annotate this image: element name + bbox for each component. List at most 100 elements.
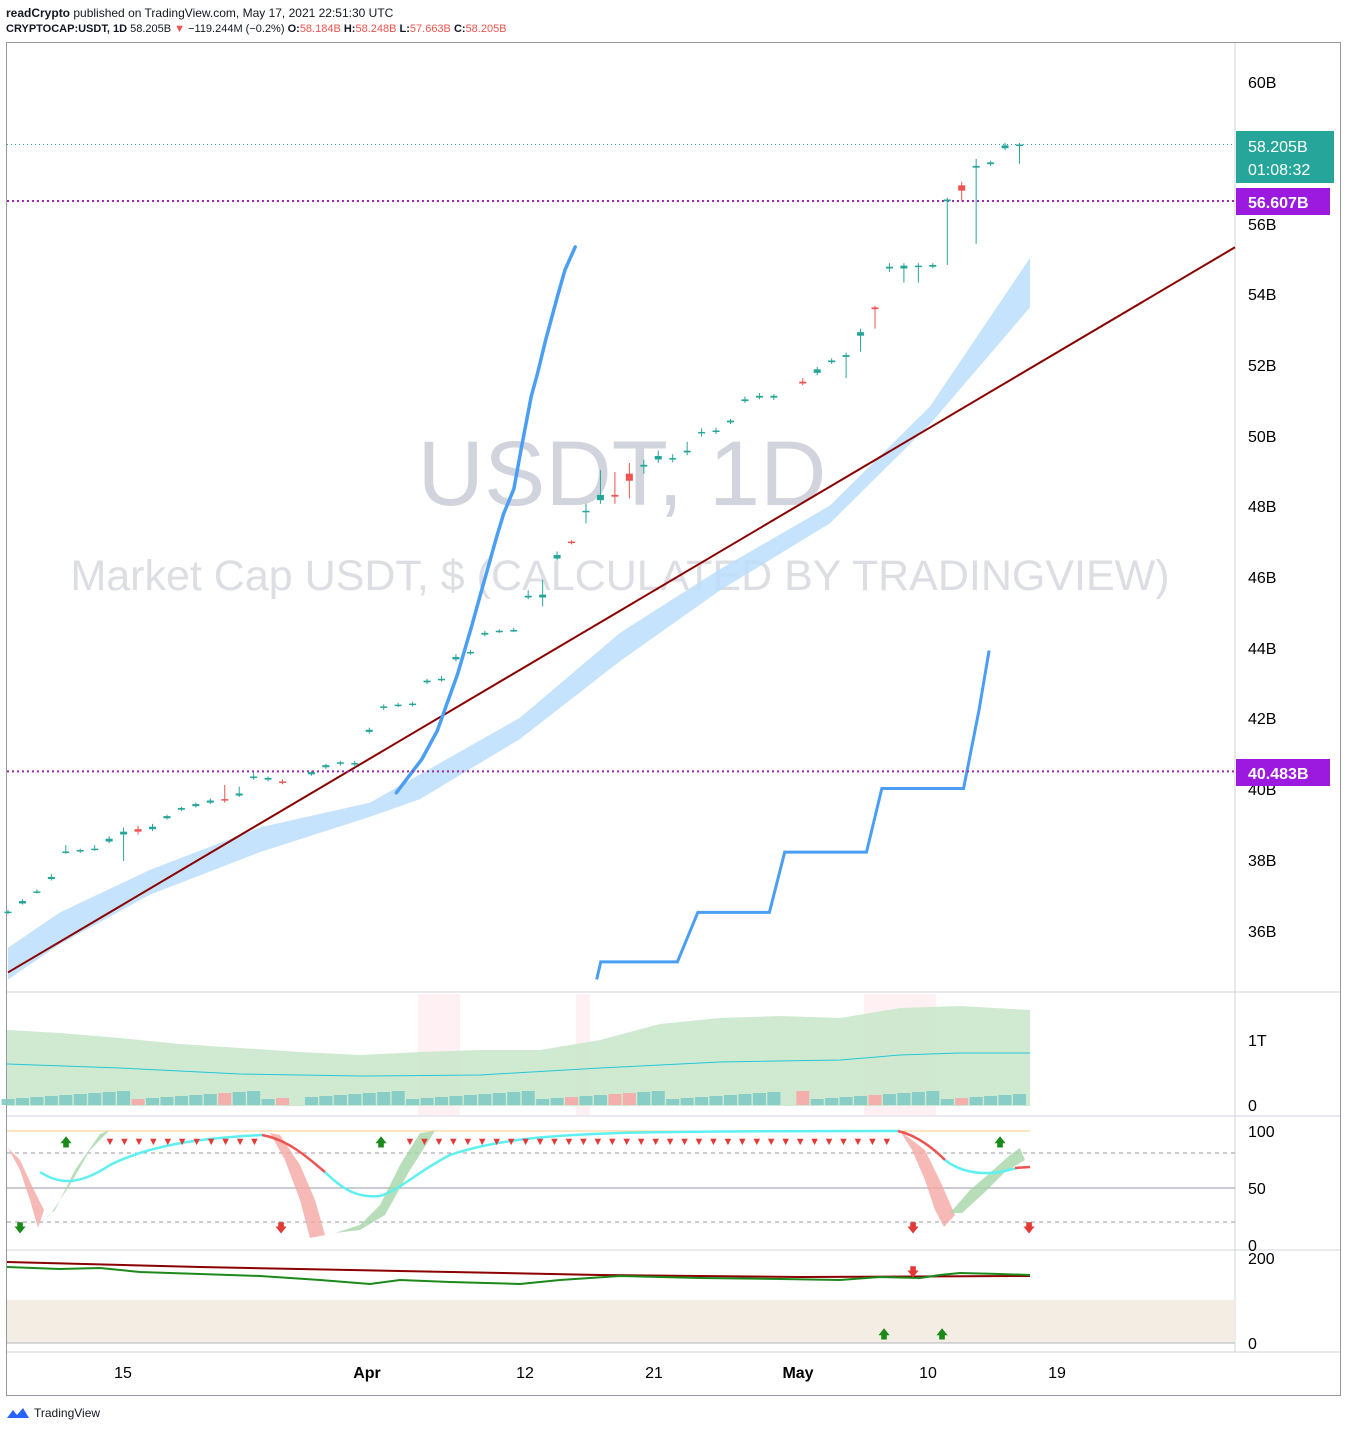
candle xyxy=(264,776,272,782)
volume-bar xyxy=(348,1094,362,1105)
sell-marker-icon: ▼ xyxy=(665,1136,676,1148)
sell-marker-icon: ▼ xyxy=(824,1136,835,1148)
candle xyxy=(654,450,662,464)
candle xyxy=(611,471,619,504)
candle xyxy=(134,825,142,835)
volume-bar xyxy=(102,1092,116,1105)
volume-bar xyxy=(362,1093,376,1105)
volume-bar xyxy=(203,1094,217,1105)
up-arrow-icon: 🡅 xyxy=(60,1135,72,1149)
candle xyxy=(18,899,26,905)
volume-bar xyxy=(868,1095,882,1105)
volume-bar xyxy=(695,1097,709,1105)
sell-marker-icon: ▼ xyxy=(235,1136,246,1148)
candle xyxy=(177,806,185,812)
current-price-value: 58.205B xyxy=(1248,139,1308,156)
time-tick: 10 xyxy=(919,1365,937,1382)
candle xyxy=(524,590,532,600)
volume-bar xyxy=(825,1098,839,1105)
volume-bar xyxy=(752,1093,766,1105)
volume-bar xyxy=(796,1091,810,1105)
candle xyxy=(987,160,995,166)
volume-bar xyxy=(391,1091,405,1105)
sell-marker-icon: ▼ xyxy=(592,1136,603,1148)
stoch-fill-down xyxy=(900,1131,955,1227)
candle xyxy=(47,874,55,881)
high-value: 58.248B xyxy=(355,23,397,35)
price-tick: 52B xyxy=(1248,358,1276,375)
sell-marker-icon: ▼ xyxy=(162,1136,173,1148)
trend-line-segment[interactable] xyxy=(7,246,1236,974)
sell-marker-icon: ▼ xyxy=(405,1136,416,1148)
sell-marker-icon: ▼ xyxy=(853,1136,864,1148)
stoch-signal-down xyxy=(261,1133,326,1173)
sell-marker-icon: ▼ xyxy=(249,1136,260,1148)
volume-bar xyxy=(724,1095,737,1105)
current-price-label xyxy=(1236,131,1334,183)
stoch-fill-down xyxy=(8,1148,44,1228)
candle xyxy=(510,627,518,633)
volume-bar xyxy=(738,1094,752,1105)
volume-ma-line xyxy=(6,1052,1030,1077)
time-tick: 12 xyxy=(516,1365,534,1382)
volume-bar xyxy=(810,1099,824,1105)
footer: TradingView xyxy=(6,1406,100,1420)
volume-bar xyxy=(854,1096,868,1105)
sell-marker-icon: ▼ xyxy=(462,1136,473,1148)
volume-pane xyxy=(1,994,1030,1115)
time-axis[interactable]: 15 Apr 12 21 May 10 19 xyxy=(114,1365,1066,1382)
volume-bar xyxy=(926,1091,940,1105)
sell-marker-icon: ▼ xyxy=(191,1136,202,1148)
volume-bar xyxy=(406,1099,420,1105)
volume-bar xyxy=(998,1095,1012,1105)
sell-marker-icon: ▼ xyxy=(867,1136,878,1148)
candle xyxy=(62,845,70,854)
sell-marker-icon: ▼ xyxy=(206,1136,217,1148)
volume-bar xyxy=(565,1097,579,1105)
price-tick: 44B xyxy=(1248,641,1276,658)
price-tick: 50B xyxy=(1248,429,1276,446)
candle xyxy=(958,181,966,202)
price-axis[interactable]: 60B 56B 54B 52B 50B 48B 46B 44B 42B 40B … xyxy=(1248,75,1276,941)
bottom-short-line xyxy=(6,1266,1031,1286)
volume-bar xyxy=(44,1096,58,1105)
moving-average xyxy=(394,245,577,795)
down-arrow-icon: ▼ xyxy=(174,23,186,35)
bottom-pane: 🡇 🡅 🡅 xyxy=(6,1261,1235,1344)
volume-bar xyxy=(463,1095,477,1105)
candle xyxy=(755,393,763,400)
candle xyxy=(466,649,474,655)
symbol-name[interactable]: CRYPTOCAP:USDT, 1D xyxy=(6,23,128,35)
close-label: C: xyxy=(453,23,466,35)
sell-marker-icon: ▼ xyxy=(881,1136,892,1148)
volume-bar xyxy=(174,1096,188,1105)
sell-marker-icon: ▼ xyxy=(220,1136,231,1148)
up-arrow-icon: 🡅 xyxy=(375,1135,387,1149)
stoch-fill-up xyxy=(335,1131,435,1233)
step-line-path xyxy=(595,650,991,980)
candle xyxy=(842,352,850,379)
last-price: 58.205B xyxy=(130,23,172,35)
volume-bar xyxy=(304,1097,318,1105)
horizontal-levels[interactable] xyxy=(7,143,1235,773)
candle xyxy=(871,305,879,329)
stoch-fill-up xyxy=(38,1130,110,1225)
down-arrow-icon: 🡇 xyxy=(907,1265,919,1279)
candle xyxy=(857,328,865,352)
sell-marker-icon: ▼ xyxy=(766,1136,777,1148)
level-label-high xyxy=(1236,188,1330,215)
stoch-markers: ▼ ▼ ▼ ▼ ▼ ▼ ▼ ▼ ▼ ▼ ▼ ▼ ▼ ▼ ▼ ▼ ▼ ▼ ▼ ▼ ▼ ▼ ▼ ▼ ▼ ▼ ▼ ▼ ▼ ▼ ▼ ▼ ▼ ▼ ▼ ▼ ▼ ▼ ▼ ▼… xyxy=(14,1135,1035,1235)
volume-tick: 1T xyxy=(1248,1033,1267,1050)
footer-brand[interactable]: TradingView xyxy=(34,1406,101,1420)
trend-line[interactable] xyxy=(7,246,1236,974)
down-arrow-icon: 🡇 xyxy=(1023,1221,1035,1235)
sell-marker-icon: ▼ xyxy=(607,1136,618,1148)
candle xyxy=(394,702,402,708)
author-name[interactable]: readCrypto xyxy=(6,6,71,20)
candle xyxy=(438,676,445,682)
candle xyxy=(712,427,720,435)
candle xyxy=(683,441,691,456)
price-tick: 60B xyxy=(1248,75,1276,92)
time-tick: 15 xyxy=(114,1365,132,1382)
